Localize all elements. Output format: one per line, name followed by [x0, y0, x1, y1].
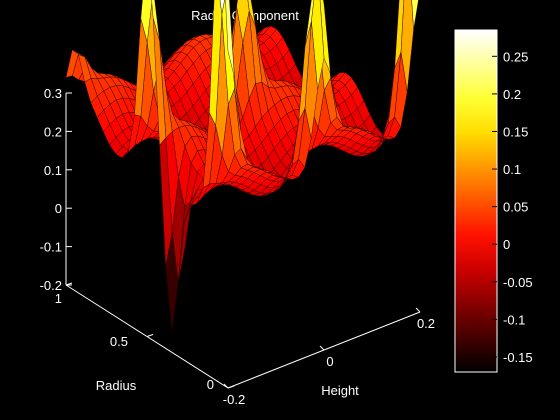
x-tick-label: 0.2	[417, 316, 435, 331]
x-axis-label: Height	[321, 383, 359, 398]
surface-patch	[209, 0, 223, 127]
colorbar-tick-label: -0.15	[503, 350, 533, 365]
surface-patch	[319, 0, 331, 74]
x-tick-label: 0	[326, 354, 333, 369]
x-tick-label: -0.2	[223, 392, 245, 407]
x-tick	[223, 383, 229, 389]
colorbar-tick-label: -0.1	[503, 312, 525, 327]
colorbar-tick-label: -0.05	[503, 275, 533, 290]
colorbar: -0.15 -0.1 -0.05 0 0.05 0.1 0.15 0.2 0.25	[454, 29, 533, 373]
colorbar-tick-label: 0.15	[503, 124, 528, 139]
z-tick-label: -0.2	[40, 278, 62, 293]
y-tick	[227, 385, 235, 389]
colorbar-tick-label: 0	[503, 237, 510, 252]
z-tick-label: 0.1	[44, 163, 62, 178]
colorbar-tick-label: 0.25	[503, 49, 528, 64]
y-tick-label: 1	[55, 291, 62, 306]
z-tick-label: 0.3	[44, 86, 62, 101]
plot-axes: -0.2-0.100.10.20.300.51-0.200.2	[40, 86, 435, 407]
surface-plot	[65, 0, 419, 332]
colorbar-tick-label: 0.1	[503, 162, 521, 177]
y-tick-label: 0.5	[110, 334, 128, 349]
z-tick-label: 0	[55, 201, 62, 216]
colorbar-tick-label: 0.05	[503, 200, 528, 215]
colorbar-tick-label: 0.2	[503, 87, 521, 102]
surface-patch	[140, 0, 153, 43]
z-tick-label: -0.1	[40, 240, 62, 255]
x-tick	[319, 345, 325, 351]
colorbar-gradient	[454, 29, 498, 373]
x-tick	[415, 307, 421, 313]
surface-patch	[219, 0, 225, 15]
z-tick-label: 0.2	[44, 124, 62, 139]
y-tick-label: 0	[207, 377, 214, 392]
y-axis-label: Radius	[96, 378, 137, 393]
y-tick	[146, 334, 154, 337]
y-tick	[65, 282, 73, 286]
surface-patch	[225, 0, 235, 78]
